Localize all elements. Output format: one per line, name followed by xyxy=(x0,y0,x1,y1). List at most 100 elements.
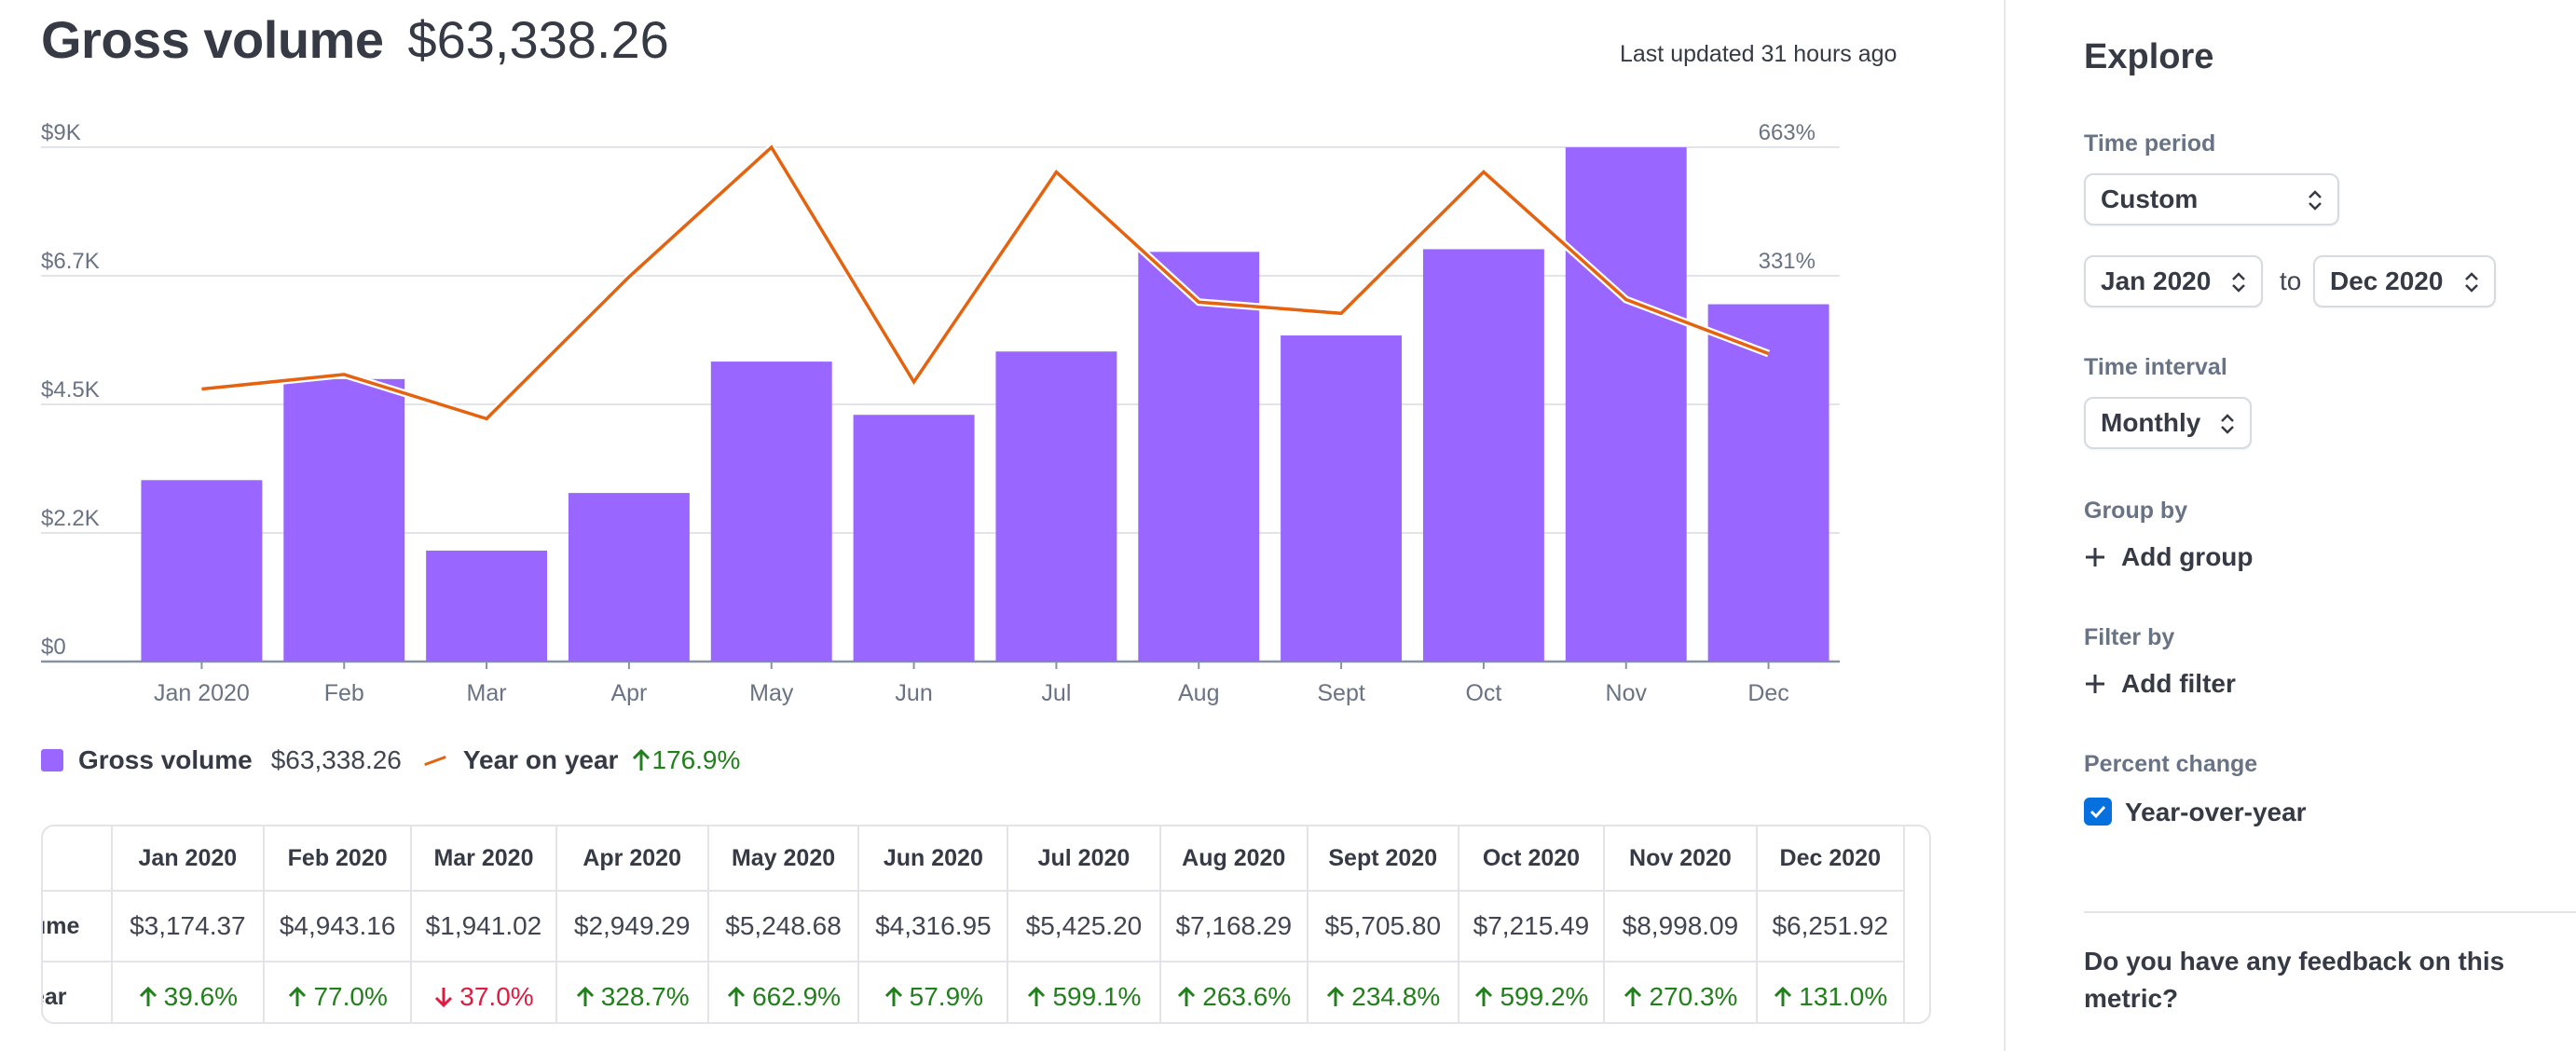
pct-change-cell: 599.1% xyxy=(1007,962,1161,1022)
sidebar-divider xyxy=(2084,911,2576,913)
group-by-label: Group by xyxy=(2084,498,2188,524)
volume-cell: $8,998.09 xyxy=(1604,891,1758,962)
pct-change-cell: 270.3% xyxy=(1604,962,1758,1022)
column-header: Dec 2020 xyxy=(1756,826,1906,892)
time-period-label: Time period xyxy=(2084,130,2216,157)
x-tick-label: Oct xyxy=(1465,680,1501,706)
table-row: ear 39.6% 77.0% 37.0% 328.7% 662.9% 57.9% 599.1… xyxy=(43,962,1906,1022)
bar-gross-volume xyxy=(568,493,690,662)
y-tick-label: $4.5K xyxy=(41,377,100,403)
explore-sidebar: Explore Time period Custom Jan 2020 to D… xyxy=(2004,0,2576,1051)
chevron-up-down-icon xyxy=(2309,190,2322,211)
column-header: Sept 2020 xyxy=(1307,826,1459,892)
pct-change-value: 131.0% xyxy=(1799,982,1888,1011)
y-tick-label: $9K xyxy=(41,120,81,145)
x-tick-label: Jan 2020 xyxy=(154,680,250,706)
x-tick-label: Sept xyxy=(1317,680,1364,706)
plus-icon xyxy=(2086,548,2104,566)
bar-gross-volume xyxy=(853,415,975,662)
volume-cell: $5,248.68 xyxy=(707,891,860,962)
end-month-select[interactable]: Dec 2020 xyxy=(2313,255,2496,307)
header: Gross volume $63,338.26 xyxy=(41,9,669,70)
table-row: ume$3,174.37$4,943.16$1,941.02$2,949.29$… xyxy=(43,891,1906,962)
legend-label-volume: Gross volume xyxy=(78,745,253,774)
bar-gross-volume xyxy=(710,362,832,662)
x-tick-label: Aug xyxy=(1178,680,1219,706)
time-period-select[interactable]: Custom xyxy=(2084,173,2339,225)
percent-change-label: Percent change xyxy=(2084,751,2258,777)
pct-change-cell: 57.9% xyxy=(858,962,1009,1022)
pct-change-cell: 37.0% xyxy=(411,962,557,1022)
x-tick-label: May xyxy=(749,680,794,706)
pct-change-cell: 599.2% xyxy=(1458,962,1606,1022)
bar-gross-volume xyxy=(1565,147,1687,662)
volume-cell: $4,943.16 xyxy=(263,891,413,962)
pct-change-cell: 39.6% xyxy=(111,962,265,1022)
pct-change-value: 39.6% xyxy=(163,982,239,1011)
pct-change-value: 328.7% xyxy=(600,982,690,1011)
data-table-grid: Jan 2020 Feb 2020 Mar 2020 Apr 2020 May 2020… xyxy=(43,826,1906,1022)
volume-cell: $7,215.49 xyxy=(1458,891,1606,962)
arrow-up-icon xyxy=(1774,986,1792,1006)
legend-yoy-change: 176.9% xyxy=(631,745,740,775)
x-tick-label: Jun xyxy=(895,680,932,706)
legend-value-yoy: 176.9% xyxy=(651,745,741,774)
arrow-up-icon xyxy=(884,986,902,1006)
row-header-cell xyxy=(43,826,113,892)
volume-cell: $4,316.95 xyxy=(858,891,1009,962)
bar-gross-volume xyxy=(1707,304,1829,662)
pct-change-value: 662.9% xyxy=(752,982,842,1011)
pct-change-value: 57.9% xyxy=(909,982,984,1011)
bar-gross-volume xyxy=(1138,252,1260,662)
pct-change-value: 263.6% xyxy=(1202,982,1292,1011)
time-interval-select[interactable]: Monthly xyxy=(2084,397,2252,449)
add-group-button[interactable]: Add group xyxy=(2084,542,2254,572)
line-year-on-year xyxy=(201,144,1770,421)
volume-cell: $2,949.29 xyxy=(555,891,709,962)
pct-change-cell: 77.0% xyxy=(263,962,413,1022)
volume-cell: $3,174.37 xyxy=(111,891,265,962)
pct-change-cell: 662.9% xyxy=(707,962,860,1022)
add-filter-button[interactable]: Add filter xyxy=(2084,669,2236,699)
column-header: Nov 2020 xyxy=(1604,826,1758,892)
arrow-up-icon xyxy=(139,986,157,1006)
table-header-row: Jan 2020 Feb 2020 Mar 2020 Apr 2020 May 2020… xyxy=(43,826,1906,892)
column-header: Feb 2020 xyxy=(263,826,413,892)
y-tick-label: $6.7K xyxy=(41,249,100,274)
pct-change-value: 270.3% xyxy=(1649,982,1738,1011)
pct-change-cell: 263.6% xyxy=(1159,962,1309,1022)
pct-change-value: 234.8% xyxy=(1351,982,1441,1011)
chart-legend: Gross volume $63,338.26 Year on year 176… xyxy=(41,745,740,775)
main-panel: Gross volume $63,338.26 Last updated 31 … xyxy=(41,9,1931,1024)
arrow-down-icon xyxy=(435,988,453,1008)
y-tick-label: $0 xyxy=(41,635,66,660)
time-interval-label: Time interval xyxy=(2084,354,2227,380)
time-interval-value: Monthly xyxy=(2101,408,2201,437)
y-tick-label: $2.2K xyxy=(41,506,100,531)
arrow-up-icon xyxy=(289,986,307,1006)
column-header: May 2020 xyxy=(707,826,860,892)
yoy-checkbox[interactable] xyxy=(2084,798,2112,826)
column-header: Jan 2020 xyxy=(111,826,265,892)
arrow-up-icon xyxy=(1178,986,1196,1006)
data-table: Jan 2020 Feb 2020 Mar 2020 Apr 2020 May 2020… xyxy=(41,825,1931,1024)
x-tick-label: Mar xyxy=(467,680,507,706)
to-label: to xyxy=(2280,266,2302,295)
arrow-up-icon xyxy=(576,986,594,1006)
filter-by-label: Filter by xyxy=(2084,624,2175,650)
table-body: ume$3,174.37$4,943.16$1,941.02$2,949.29$… xyxy=(43,891,1906,1022)
bar-gross-volume xyxy=(1281,335,1403,662)
legend-swatch-yoy xyxy=(424,755,446,766)
bar-gross-volume xyxy=(141,480,263,662)
volume-cell: $7,168.29 xyxy=(1159,891,1309,962)
end-month-value: Dec 2020 xyxy=(2330,266,2444,295)
add-filter-label: Add filter xyxy=(2121,669,2236,698)
row-label: ear xyxy=(43,962,113,1022)
start-month-select[interactable]: Jan 2020 xyxy=(2084,255,2263,307)
last-updated: Last updated 31 hours ago xyxy=(1620,41,1898,67)
volume-cell: $1,941.02 xyxy=(411,891,557,962)
row-label: ume xyxy=(43,891,113,962)
legend-value-volume: $63,338.26 xyxy=(270,745,402,774)
pct-change-value: 599.2% xyxy=(1500,982,1589,1011)
page-title: Gross volume xyxy=(41,10,384,69)
